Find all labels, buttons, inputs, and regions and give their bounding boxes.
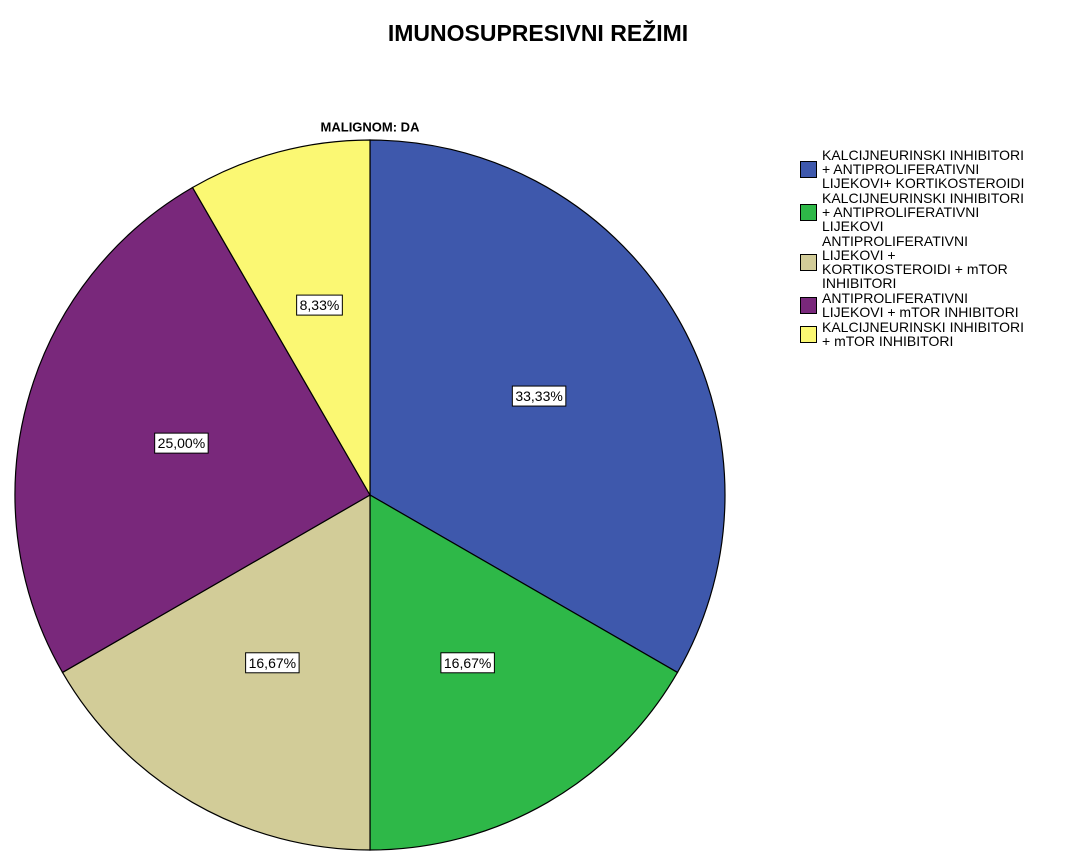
data-label-box <box>511 385 567 407</box>
data-label-text: 8,33% <box>300 297 340 313</box>
legend-label: KALCIJNEURINSKI INHIBITORI + ANTIPROLIFE… <box>822 190 1025 234</box>
pie-slice <box>369 493 679 851</box>
legend-swatch <box>800 325 817 343</box>
legend-swatch <box>800 253 817 271</box>
pie-slice <box>191 139 371 498</box>
data-label-text: 33,33% <box>515 388 562 404</box>
data-label: 16,67% <box>245 652 300 674</box>
data-label: 8,33% <box>296 294 343 316</box>
legend-label: ANTIPROLIFERATIVNI LIJEKOVI + KORTIKOSTE… <box>822 233 1008 291</box>
chart-title: IMUNOSUPRESIVNI REŽIMI <box>388 19 688 46</box>
legend-swatch <box>800 296 817 314</box>
legend-label: KALCIJNEURINSKI INHIBITORI + mTOR INHIBI… <box>822 319 1025 349</box>
data-label-box <box>154 432 209 454</box>
legend-label: ANTIPROLIFERATIVNI LIJEKOVI + mTOR INHIB… <box>822 290 1019 320</box>
data-label-box <box>245 652 300 674</box>
data-label-box <box>440 652 495 674</box>
chart-subtitle: MALIGNOM: DA <box>321 119 421 134</box>
data-label-text: 25,00% <box>158 435 205 451</box>
data-label: 33,33% <box>511 385 567 407</box>
legend-label: KALCIJNEURINSKI INHIBITORI + ANTIPROLIFE… <box>822 147 1025 191</box>
data-label-box <box>296 294 343 316</box>
pie-slice <box>61 493 371 851</box>
legend: KALCIJNEURINSKI INHIBITORI + ANTIPROLIFE… <box>800 148 1027 349</box>
legend-entry: KALCIJNEURINSKI INHIBITORI + mTOR INHIBI… <box>800 320 1027 348</box>
legend-entry: KALCIJNEURINSKI INHIBITORI + ANTIPROLIFE… <box>800 191 1027 233</box>
legend-entry: ANTIPROLIFERATIVNI LIJEKOVI + KORTIKOSTE… <box>800 234 1027 290</box>
legend-entry: KALCIJNEURINSKI INHIBITORI + ANTIPROLIFE… <box>800 148 1027 190</box>
data-label: 16,67% <box>440 652 495 674</box>
legend-entry: ANTIPROLIFERATIVNI LIJEKOVI + mTOR INHIB… <box>800 291 1027 319</box>
data-label-text: 16,67% <box>249 655 296 671</box>
data-label-text: 16,67% <box>444 655 491 671</box>
pie-slice <box>14 186 371 674</box>
legend-swatch <box>800 203 817 221</box>
data-label: 25,00% <box>154 432 209 454</box>
legend-swatch <box>800 160 817 178</box>
